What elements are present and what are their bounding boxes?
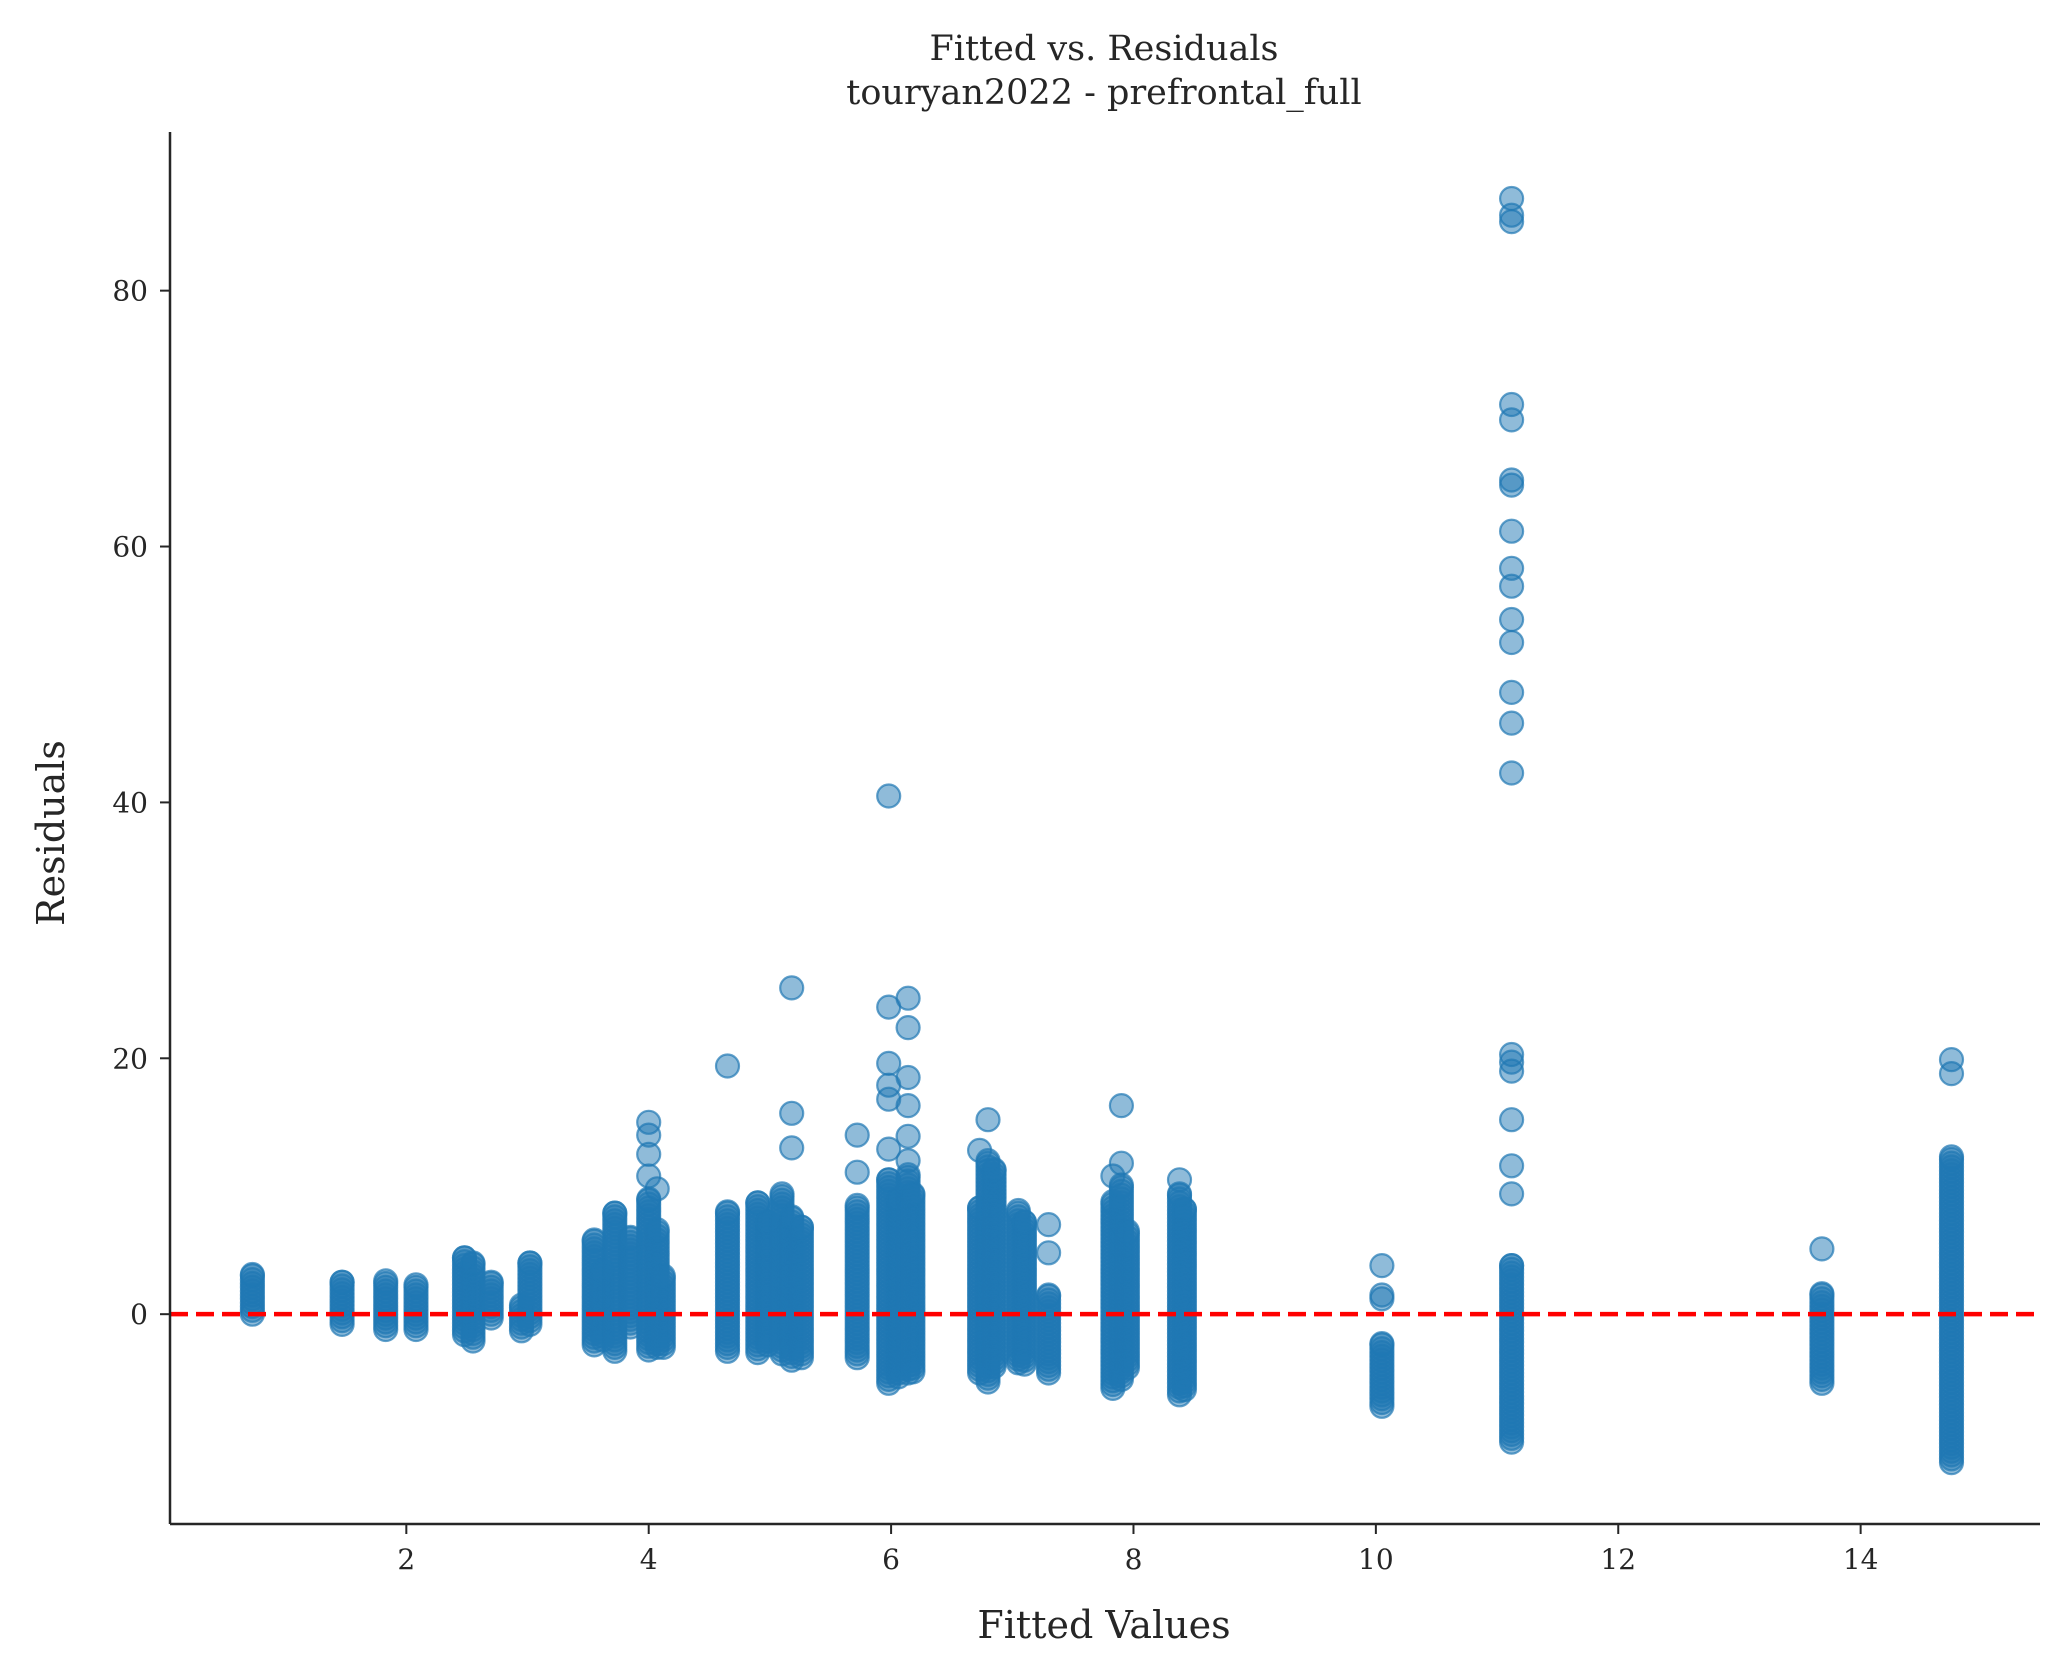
data-point: [644, 1176, 670, 1202]
x-axis-label: Fitted Values: [977, 1603, 1230, 1647]
data-point: [779, 975, 805, 1001]
data-point: [517, 1250, 543, 1276]
x-tick-label: 6: [882, 1543, 900, 1576]
data-point: [602, 1200, 628, 1226]
data-point: [1498, 629, 1525, 656]
data-point: [636, 1109, 662, 1135]
data-point: [373, 1268, 399, 1294]
data-point: [1938, 1144, 1965, 1170]
data-point: [895, 1064, 921, 1091]
data-point: [779, 1100, 805, 1126]
data-point: [650, 1263, 676, 1289]
chart-title: Fitted vs. Residuals: [929, 29, 1278, 69]
chart-subtitle: touryan2022 - prefrontal_full: [846, 73, 1361, 113]
data-point: [876, 783, 902, 809]
data-point: [1171, 1196, 1198, 1222]
data-point: [895, 985, 921, 1011]
y-tick-label: 40: [112, 786, 148, 819]
data-point: [1498, 1153, 1525, 1179]
x-tick-label: 12: [1600, 1543, 1636, 1576]
data-point: [844, 1192, 870, 1219]
data-point: [900, 1181, 926, 1207]
data-point: [895, 1092, 921, 1119]
data-point: [981, 1156, 1007, 1183]
data-point: [1498, 760, 1525, 786]
data-point: [844, 1159, 870, 1185]
data-point: [975, 1107, 1001, 1133]
data-point: [329, 1269, 355, 1295]
data-point: [779, 1135, 805, 1161]
data-point: [876, 1050, 902, 1077]
data-point: [1498, 467, 1525, 493]
data-point: [1498, 1041, 1525, 1068]
data-point: [788, 1214, 815, 1240]
data-point: [1369, 1282, 1395, 1308]
data-point: [1108, 1172, 1135, 1198]
data-point: [714, 1053, 741, 1079]
data-point: [644, 1217, 670, 1243]
data-point: [1498, 555, 1525, 581]
x-axis-ticks: 2 4 6 8 10 12 14: [397, 1524, 1878, 1576]
data-point: [1498, 1181, 1525, 1207]
data-point: [1498, 518, 1525, 544]
data-point: [1011, 1209, 1038, 1235]
x-tick-label: 4: [640, 1543, 658, 1576]
y-axis-ticks: 0 20 40 60 80: [112, 275, 170, 1331]
y-tick-label: 60: [112, 531, 148, 564]
y-axis-label: Residuals: [29, 740, 73, 926]
x-tick-label: 2: [397, 1543, 415, 1576]
data-point: [1498, 606, 1525, 633]
data-point: [844, 1122, 870, 1148]
data-point: [1035, 1282, 1062, 1308]
y-tick-label: 80: [112, 275, 148, 308]
x-tick-label: 14: [1843, 1543, 1879, 1576]
scatter-points: [239, 185, 1965, 1476]
data-point: [1369, 1330, 1395, 1357]
x-tick-label: 8: [1125, 1543, 1143, 1576]
data-point: [1114, 1218, 1141, 1244]
data-point: [1938, 1046, 1965, 1073]
data-point: [1498, 1252, 1525, 1279]
data-point: [895, 1147, 921, 1174]
data-point: [876, 1136, 902, 1162]
data-point: [1809, 1236, 1835, 1262]
x-tick-label: 10: [1358, 1543, 1394, 1576]
data-point: [460, 1250, 486, 1276]
data-point: [1498, 710, 1525, 736]
data-point: [1498, 391, 1525, 418]
data-point: [1166, 1167, 1193, 1193]
data-point: [714, 1199, 741, 1225]
y-tick-label: 20: [112, 1042, 148, 1075]
data-point: [1498, 185, 1525, 212]
data-point: [895, 1014, 921, 1041]
data-point: [1498, 679, 1525, 706]
data-point: [1108, 1150, 1135, 1176]
data-point: [769, 1181, 795, 1207]
data-point: [1108, 1092, 1135, 1119]
data-point: [478, 1269, 504, 1295]
y-tick-label: 0: [130, 1298, 148, 1331]
data-point: [403, 1272, 429, 1298]
data-point: [895, 1123, 921, 1149]
data-point: [1809, 1281, 1835, 1307]
data-point: [1498, 1107, 1525, 1133]
data-point: [239, 1261, 265, 1288]
data-point: [1369, 1252, 1395, 1279]
data-point: [1035, 1240, 1062, 1266]
data-point: [1035, 1211, 1062, 1238]
